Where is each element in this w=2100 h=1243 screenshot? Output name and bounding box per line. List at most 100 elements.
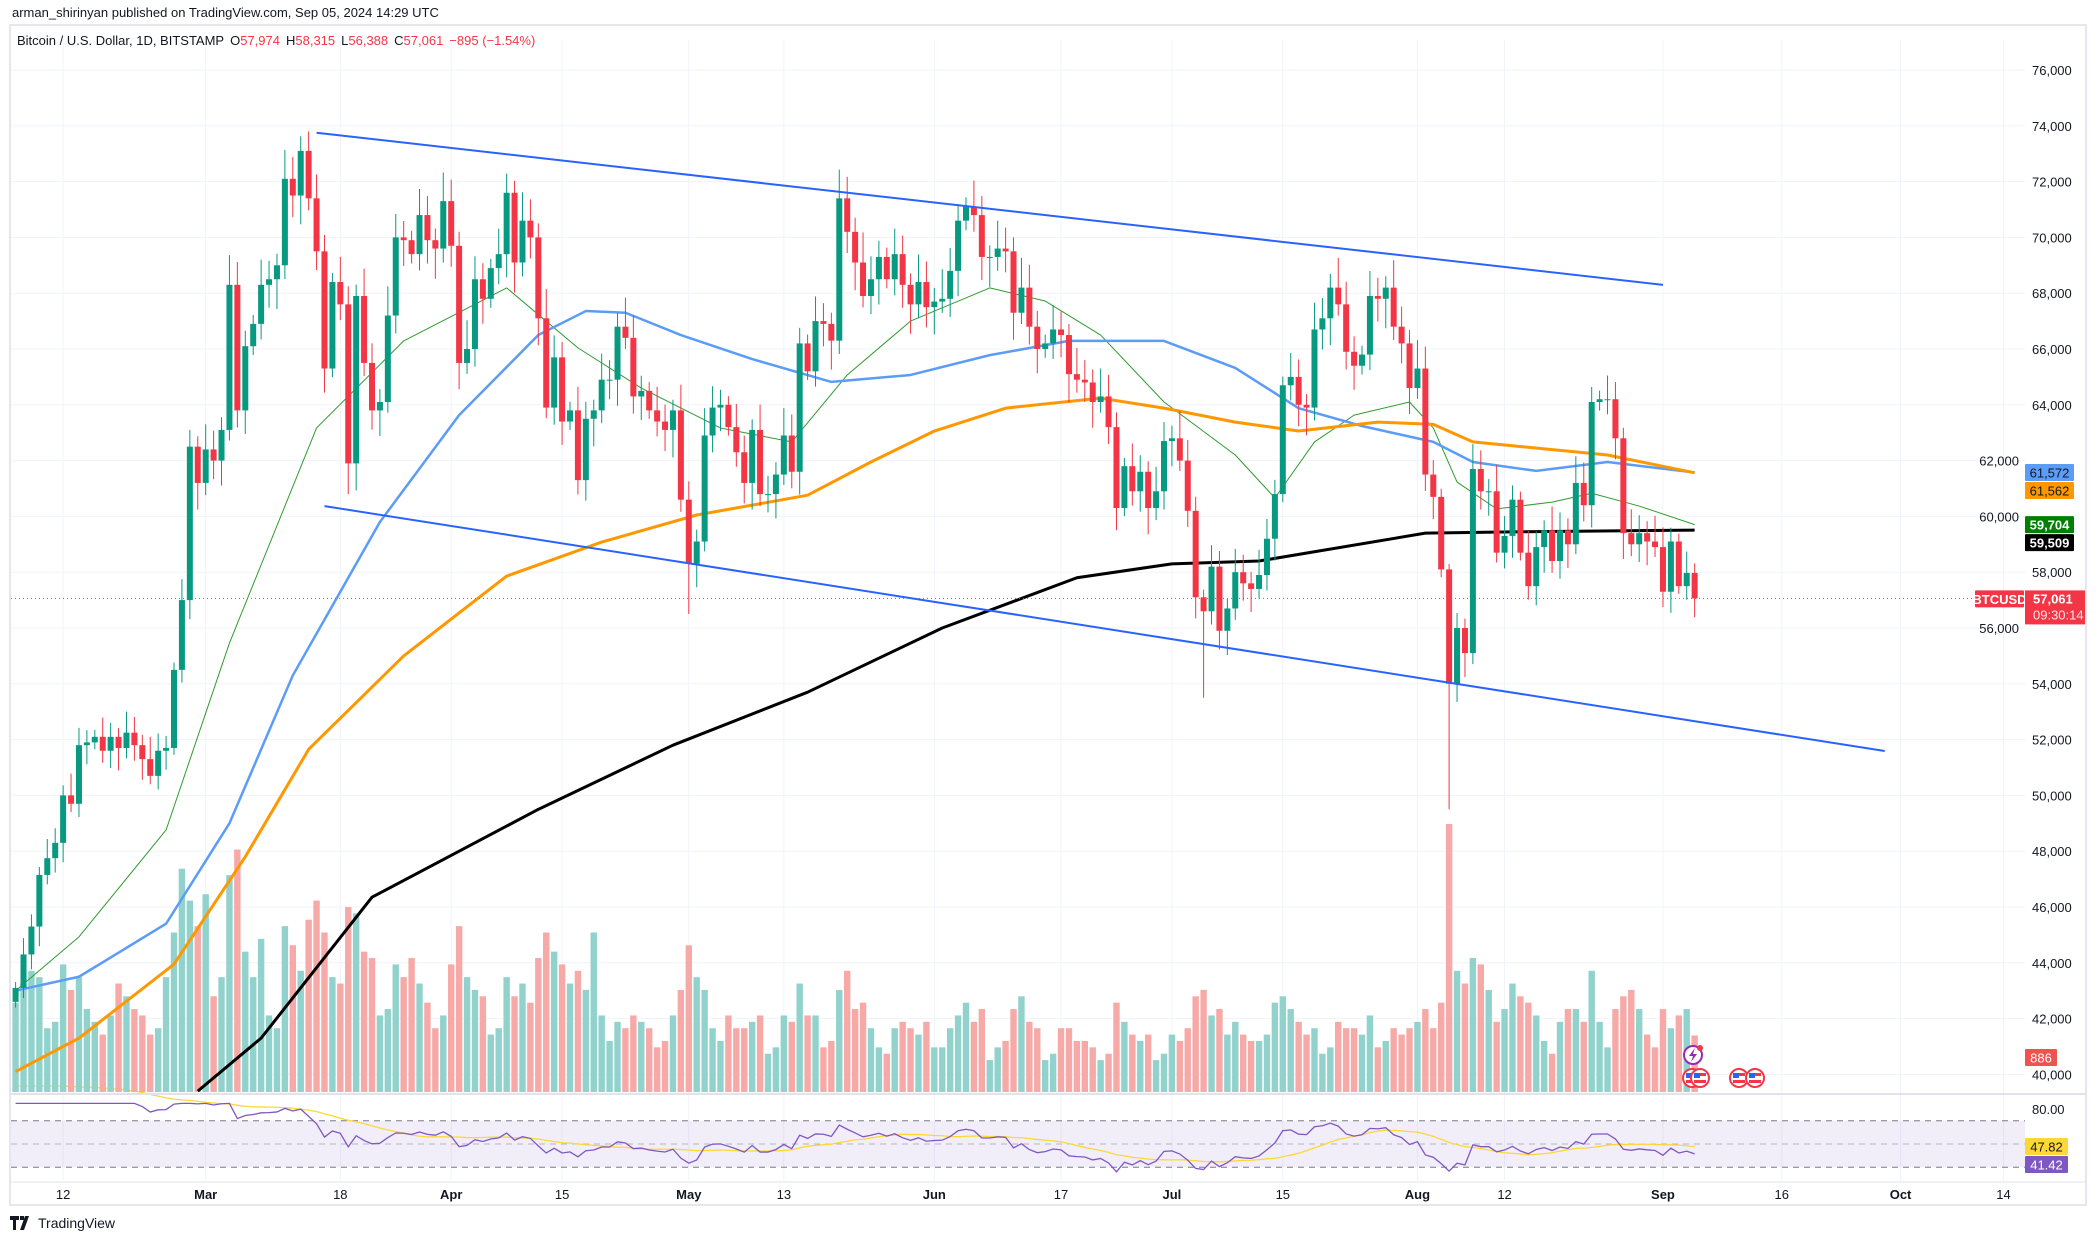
candle[interactable] bbox=[202, 424, 209, 496]
candle[interactable] bbox=[1351, 336, 1358, 390]
candle[interactable] bbox=[1208, 545, 1215, 625]
candle[interactable] bbox=[1541, 520, 1548, 573]
candle[interactable] bbox=[305, 131, 312, 211]
candle[interactable] bbox=[1644, 521, 1651, 566]
candle[interactable] bbox=[1612, 382, 1619, 460]
candle[interactable] bbox=[1461, 618, 1468, 678]
candle[interactable] bbox=[1026, 264, 1033, 345]
candle[interactable] bbox=[1414, 340, 1421, 399]
candle[interactable] bbox=[194, 436, 201, 510]
candle[interactable] bbox=[717, 389, 724, 432]
candle[interactable] bbox=[559, 341, 566, 445]
candle[interactable] bbox=[440, 172, 447, 263]
candle[interactable] bbox=[1113, 412, 1120, 531]
candle[interactable] bbox=[1327, 273, 1334, 346]
candle[interactable] bbox=[638, 375, 645, 421]
candle[interactable] bbox=[1477, 450, 1484, 510]
candle[interactable] bbox=[139, 734, 146, 780]
candle[interactable] bbox=[757, 404, 764, 507]
candle[interactable] bbox=[1010, 237, 1017, 340]
candle[interactable] bbox=[1295, 359, 1302, 427]
symbol-legend[interactable]: Bitcoin / U.S. Dollar, 1D, BITSTAMP O57,… bbox=[17, 33, 535, 48]
candle[interactable] bbox=[464, 320, 471, 374]
candle[interactable] bbox=[1161, 422, 1167, 510]
candle[interactable] bbox=[1422, 346, 1429, 492]
candle[interactable] bbox=[598, 353, 605, 424]
candle[interactable] bbox=[250, 314, 257, 356]
candle[interactable] bbox=[1232, 548, 1239, 620]
candle[interactable] bbox=[654, 386, 661, 437]
candle[interactable] bbox=[543, 289, 550, 419]
candle[interactable] bbox=[12, 982, 19, 1008]
candle[interactable] bbox=[60, 785, 67, 863]
candle[interactable] bbox=[1042, 334, 1049, 358]
candle[interactable] bbox=[891, 228, 898, 296]
candle[interactable] bbox=[590, 399, 597, 447]
candle[interactable] bbox=[416, 189, 423, 271]
candle[interactable] bbox=[163, 735, 170, 770]
candle[interactable] bbox=[780, 408, 787, 485]
candle[interactable] bbox=[345, 286, 352, 495]
candle[interactable] bbox=[931, 287, 938, 335]
candle[interactable] bbox=[1081, 360, 1088, 403]
candle[interactable] bbox=[1065, 323, 1072, 403]
candle[interactable] bbox=[1279, 376, 1286, 503]
candle[interactable] bbox=[1153, 466, 1160, 521]
candle[interactable] bbox=[1073, 347, 1080, 393]
candle[interactable] bbox=[1121, 457, 1128, 517]
candle[interactable] bbox=[1145, 461, 1152, 535]
candle[interactable] bbox=[36, 867, 43, 947]
candle[interactable] bbox=[1319, 298, 1326, 350]
candle[interactable] bbox=[1018, 257, 1025, 324]
candle[interactable] bbox=[1216, 551, 1223, 650]
candle[interactable] bbox=[52, 828, 59, 873]
candle[interactable] bbox=[234, 261, 241, 428]
candle[interactable] bbox=[361, 268, 368, 377]
candle[interactable] bbox=[1454, 613, 1461, 702]
candle[interactable] bbox=[1390, 260, 1397, 341]
candle[interactable] bbox=[749, 419, 756, 510]
candle[interactable] bbox=[408, 230, 415, 264]
candle[interactable] bbox=[1050, 304, 1057, 359]
candle[interactable] bbox=[947, 247, 954, 317]
candle[interactable] bbox=[297, 136, 304, 225]
candle[interactable] bbox=[1184, 439, 1191, 527]
candle[interactable] bbox=[329, 272, 336, 378]
candle[interactable] bbox=[765, 475, 771, 513]
candle[interactable] bbox=[1485, 479, 1492, 516]
candle[interactable] bbox=[733, 403, 740, 467]
candle[interactable] bbox=[1271, 479, 1278, 561]
candle[interactable] bbox=[677, 384, 684, 512]
candle[interactable] bbox=[99, 717, 106, 763]
candle[interactable] bbox=[907, 273, 914, 334]
candle[interactable] bbox=[860, 232, 867, 308]
candle[interactable] bbox=[1501, 516, 1508, 569]
candle[interactable] bbox=[337, 256, 344, 321]
candle[interactable] bbox=[503, 173, 510, 278]
candle[interactable] bbox=[91, 729, 98, 750]
candle[interactable] bbox=[1168, 425, 1175, 467]
candle[interactable] bbox=[1659, 527, 1666, 608]
candle[interactable] bbox=[1549, 506, 1556, 573]
candle[interactable] bbox=[1636, 515, 1643, 563]
candle[interactable] bbox=[68, 773, 75, 813]
candle[interactable] bbox=[828, 312, 835, 370]
candle[interactable] bbox=[210, 430, 217, 480]
candle[interactable] bbox=[1137, 455, 1144, 512]
candle[interactable] bbox=[622, 297, 629, 349]
candle[interactable] bbox=[630, 315, 637, 414]
candle[interactable] bbox=[955, 204, 962, 297]
candle[interactable] bbox=[1382, 276, 1389, 329]
candle[interactable] bbox=[685, 481, 692, 615]
candle[interactable] bbox=[669, 399, 676, 458]
candle[interactable] bbox=[1580, 462, 1587, 522]
candle[interactable] bbox=[867, 256, 874, 315]
candle[interactable] bbox=[1398, 306, 1405, 364]
candle[interactable] bbox=[725, 396, 732, 436]
candle[interactable] bbox=[456, 231, 463, 390]
candle[interactable] bbox=[519, 192, 526, 277]
candle[interactable] bbox=[582, 401, 589, 501]
candle[interactable] bbox=[1256, 549, 1263, 599]
candle[interactable] bbox=[875, 240, 882, 305]
candle[interactable] bbox=[741, 435, 748, 504]
